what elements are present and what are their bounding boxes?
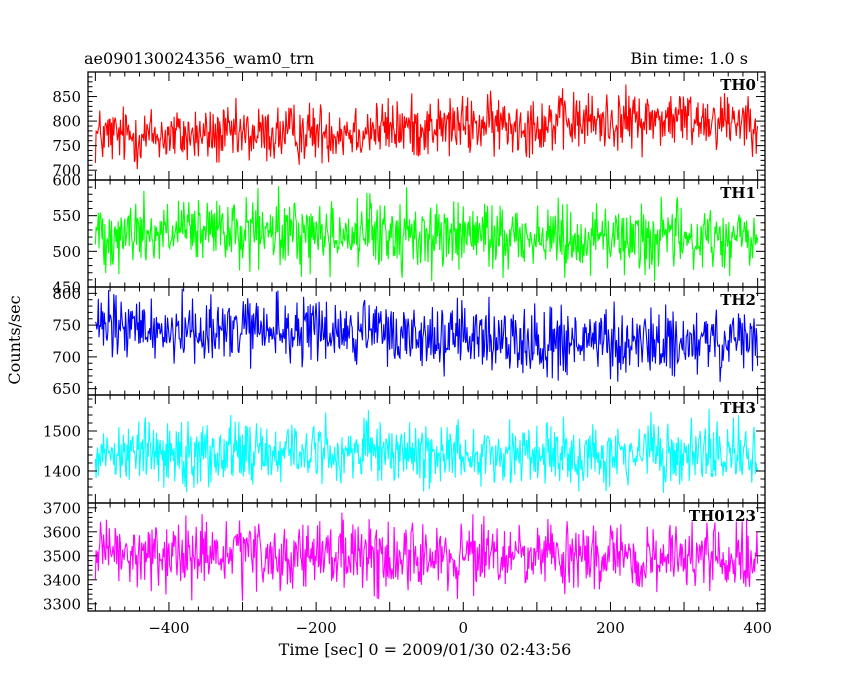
y-tick-label: 800 — [52, 113, 81, 131]
series-line-th2 — [94, 288, 759, 382]
y-tick-label: 700 — [52, 348, 81, 366]
y-tick-label: 700 — [52, 162, 81, 180]
y-tick-label: 450 — [52, 279, 81, 297]
panel-label: TH0123 — [689, 507, 756, 525]
series-line-th1 — [94, 186, 759, 282]
series-line-th0 — [94, 84, 759, 170]
x-tick-label: −200 — [296, 619, 337, 637]
y-tick-label: 550 — [52, 207, 81, 225]
y-tick-label: 850 — [52, 88, 81, 106]
y-tick-label: 750 — [52, 137, 81, 155]
y-tick-label: 3500 — [43, 547, 81, 565]
y-tick-label: 500 — [52, 243, 81, 261]
panel-label: TH1 — [720, 184, 756, 202]
panel-label: TH3 — [720, 399, 756, 417]
x-tick-label: 0 — [459, 619, 469, 637]
y-tick-label: 600 — [52, 172, 81, 190]
y-tick-label: 3600 — [43, 523, 81, 541]
series-line-th0123 — [94, 512, 759, 601]
x-tick-label: −400 — [148, 619, 189, 637]
panel-th3: 1400 1500 TH3 — [43, 394, 766, 504]
panels-group: 700 750 800 850 TH0 450 500 550 600 TH1 650 700 750 8… — [43, 71, 772, 637]
y-tick-label: 1500 — [43, 423, 81, 441]
panel-th0: 700 750 800 850 TH0 — [52, 71, 766, 181]
chart-title: ae090130024356_wam0_trn — [84, 49, 314, 68]
y-axis-label: Counts/sec — [5, 295, 24, 384]
x-tick-label: 200 — [596, 619, 625, 637]
y-tick-label: 750 — [52, 317, 81, 335]
series-line-th3 — [94, 408, 759, 494]
panel-th0123: 3300 3400 3500 3600 3700 TH0123 — [43, 499, 766, 613]
y-tick-label: 1400 — [43, 463, 81, 481]
y-tick-label: 3700 — [43, 499, 81, 517]
panel-frame — [87, 502, 766, 612]
panel-frame — [87, 179, 766, 288]
y-tick-label: 3400 — [43, 571, 81, 589]
bin-time-label: Bin time: 1.0 s — [630, 49, 748, 68]
y-tick-label: 650 — [52, 380, 81, 398]
panel-label: TH2 — [720, 291, 756, 309]
panel-th1: 450 500 550 600 TH1 — [52, 172, 766, 297]
x-tick-label: 400 — [743, 619, 772, 637]
panel-th2: 650 700 750 800 TH2 — [52, 285, 766, 398]
y-tick-label: 3300 — [43, 595, 81, 613]
panel-label: TH0 — [720, 76, 756, 94]
y-tick-label: 800 — [52, 285, 81, 303]
x-axis-label: Time [sec] 0 = 2009/01/30 02:43:56 — [279, 640, 572, 659]
